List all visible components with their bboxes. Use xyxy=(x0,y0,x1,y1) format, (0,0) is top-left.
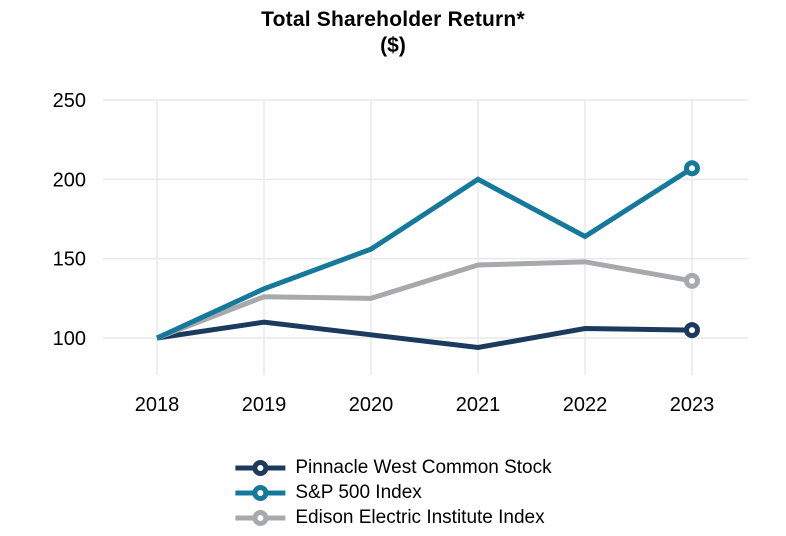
svg-text:2021: 2021 xyxy=(456,394,501,416)
chart-legend: Pinnacle West Common Stock S&P 500 Index… xyxy=(234,455,552,530)
svg-text:2020: 2020 xyxy=(349,394,394,416)
chart-title: Total Shareholder Return* xyxy=(261,8,525,31)
svg-text:2023: 2023 xyxy=(670,394,715,416)
legend-label-edison-electric: Edison Electric Institute Index xyxy=(295,507,545,528)
svg-text:250: 250 xyxy=(53,90,86,112)
svg-text:2018: 2018 xyxy=(135,394,180,416)
legend-line-ring-icon xyxy=(235,509,286,526)
svg-text:150: 150 xyxy=(53,249,86,271)
legend-item-sp-500-index: S&P 500 Index xyxy=(234,480,551,505)
chart-subtitle: ($) xyxy=(380,34,406,57)
svg-text:2019: 2019 xyxy=(242,394,287,416)
chart-title-block: Total Shareholder Return* ($) xyxy=(0,6,786,58)
svg-text:2022: 2022 xyxy=(563,394,608,416)
legend-item-pinnacle-west-common-stock: Pinnacle West Common Stock xyxy=(234,455,552,480)
legend-label-sp-500: S&P 500 Index xyxy=(295,482,422,503)
svg-text:100: 100 xyxy=(53,328,86,350)
svg-text:200: 200 xyxy=(53,169,86,191)
legend-label-pinnacle-west: Pinnacle West Common Stock xyxy=(295,457,552,478)
legend-line-ring-icon xyxy=(235,484,286,501)
legend-line-ring-icon xyxy=(235,459,286,476)
legend-item-edison-electric-institute-index: Edison Electric Institute Index xyxy=(234,505,551,530)
